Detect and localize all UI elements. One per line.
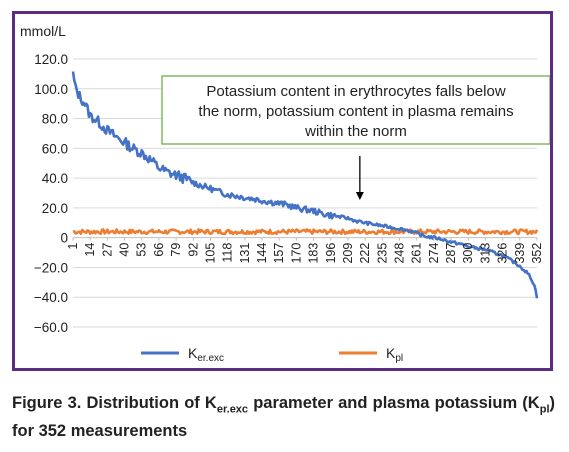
caption-suffix: ) for 352 measurements <box>12 394 555 441</box>
annotation-arrow-head <box>355 192 364 200</box>
x-tick-label: 326 <box>496 243 510 264</box>
x-tick-label: 79 <box>169 243 183 257</box>
caption-prefix: Figure 3. Distribution of <box>12 394 205 412</box>
y-axis-label: mmol/L <box>20 23 66 39</box>
caption-k1-sub: er.exc <box>216 403 249 416</box>
x-tick-label: 1 <box>66 243 80 250</box>
x-tick-label: 196 <box>324 243 338 264</box>
caption-k2: K <box>527 394 540 412</box>
y-tick-label: −60.0 <box>34 320 68 335</box>
x-tick-label: 339 <box>513 243 527 264</box>
x-tick-label: 144 <box>255 243 269 264</box>
x-tick-label: 352 <box>530 243 544 264</box>
caption-k2-sub: pl <box>539 403 550 416</box>
x-tick-label: 235 <box>375 243 389 264</box>
x-tick-label: 170 <box>289 243 303 264</box>
x-tick-label: 105 <box>203 243 217 264</box>
x-tick-label: 287 <box>444 243 458 264</box>
x-tick-label: 92 <box>186 243 200 257</box>
series-line <box>72 228 539 236</box>
y-tick-label: 40.0 <box>42 171 68 186</box>
annotation-box <box>161 75 550 145</box>
series-line <box>71 71 539 299</box>
x-tick-label: 14 <box>83 243 97 257</box>
chart-frame: mmol/L 120.0 100.0 80.0 60.0 40.0 20.0 0 −20.0 −… <box>12 11 553 371</box>
x-tick-label: 131 <box>238 243 252 264</box>
x-tick-label: 300 <box>461 243 475 264</box>
x-tick-label: 261 <box>410 243 424 264</box>
y-tick-label: −20.0 <box>34 260 68 275</box>
y-tick-label: 100.0 <box>34 82 68 97</box>
x-tick-label: 274 <box>427 243 441 264</box>
annotation-text: Potassium content in erythrocytes falls … <box>206 83 505 100</box>
y-tick-label: 0 <box>60 231 68 246</box>
x-tick-label: 53 <box>135 243 149 257</box>
x-tick-labels: 1 14 27 40 53 66 79 92 105 118 131 144 157 170 183 196 2… <box>66 237 544 264</box>
x-tick-label: 248 <box>393 243 407 264</box>
x-tick-label: 313 <box>478 243 492 264</box>
chart: mmol/L 120.0 100.0 80.0 60.0 40.0 20.0 0 −20.0 −… <box>20 23 550 364</box>
x-tick-label: 183 <box>307 243 321 264</box>
x-tick-label: 222 <box>358 243 372 264</box>
series-layer <box>71 71 539 299</box>
x-tick-label: 27 <box>100 243 114 257</box>
caption-k1: K <box>204 394 217 412</box>
legend-label: Ker.exc <box>188 345 224 364</box>
x-tick-label: 157 <box>272 243 286 264</box>
annotation-text: within the norm <box>304 123 407 140</box>
x-tick-label: 66 <box>152 243 166 257</box>
y-tick-label: 20.0 <box>42 201 68 216</box>
y-tick-label: 120.0 <box>34 52 68 67</box>
legend: Ker.exc Kpl <box>141 345 403 364</box>
annotation-text: the norm, potassium content in plasma re… <box>198 103 513 120</box>
y-tick-label: 60.0 <box>42 141 68 156</box>
legend-label: Kpl <box>386 345 403 364</box>
figure-caption: Figure 3. Distribution of Ker.exc parame… <box>12 392 555 442</box>
caption-middle: parameter and plasma potassium ( <box>248 394 528 412</box>
y-tick-label: 80.0 <box>42 112 68 127</box>
x-tick-label: 118 <box>221 243 235 263</box>
annotation: Potassium content in erythrocytes falls … <box>161 75 550 200</box>
x-tick-label: 209 <box>341 243 355 264</box>
y-tick-labels: 120.0 100.0 80.0 60.0 40.0 20.0 0 −20.0 −40.0 −60… <box>34 52 68 335</box>
x-tick-label: 40 <box>118 243 132 257</box>
y-tick-label: −40.0 <box>34 290 68 305</box>
